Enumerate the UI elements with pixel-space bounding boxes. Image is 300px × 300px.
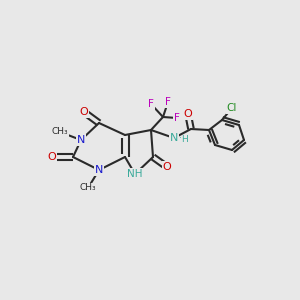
Text: O: O [184,109,192,119]
Text: O: O [163,162,171,172]
Text: N: N [77,135,85,145]
Text: N: N [170,133,178,143]
Text: CH₃: CH₃ [80,184,96,193]
Text: O: O [48,152,56,162]
Text: N: N [95,165,103,175]
Text: H: H [181,134,188,143]
Text: F: F [148,99,154,109]
Text: F: F [174,113,180,123]
Text: CH₃: CH₃ [52,128,68,136]
Text: ·: · [179,134,182,143]
Text: Cl: Cl [227,103,237,113]
Text: O: O [80,107,88,117]
Text: NH: NH [127,169,143,179]
Text: F: F [165,97,171,107]
